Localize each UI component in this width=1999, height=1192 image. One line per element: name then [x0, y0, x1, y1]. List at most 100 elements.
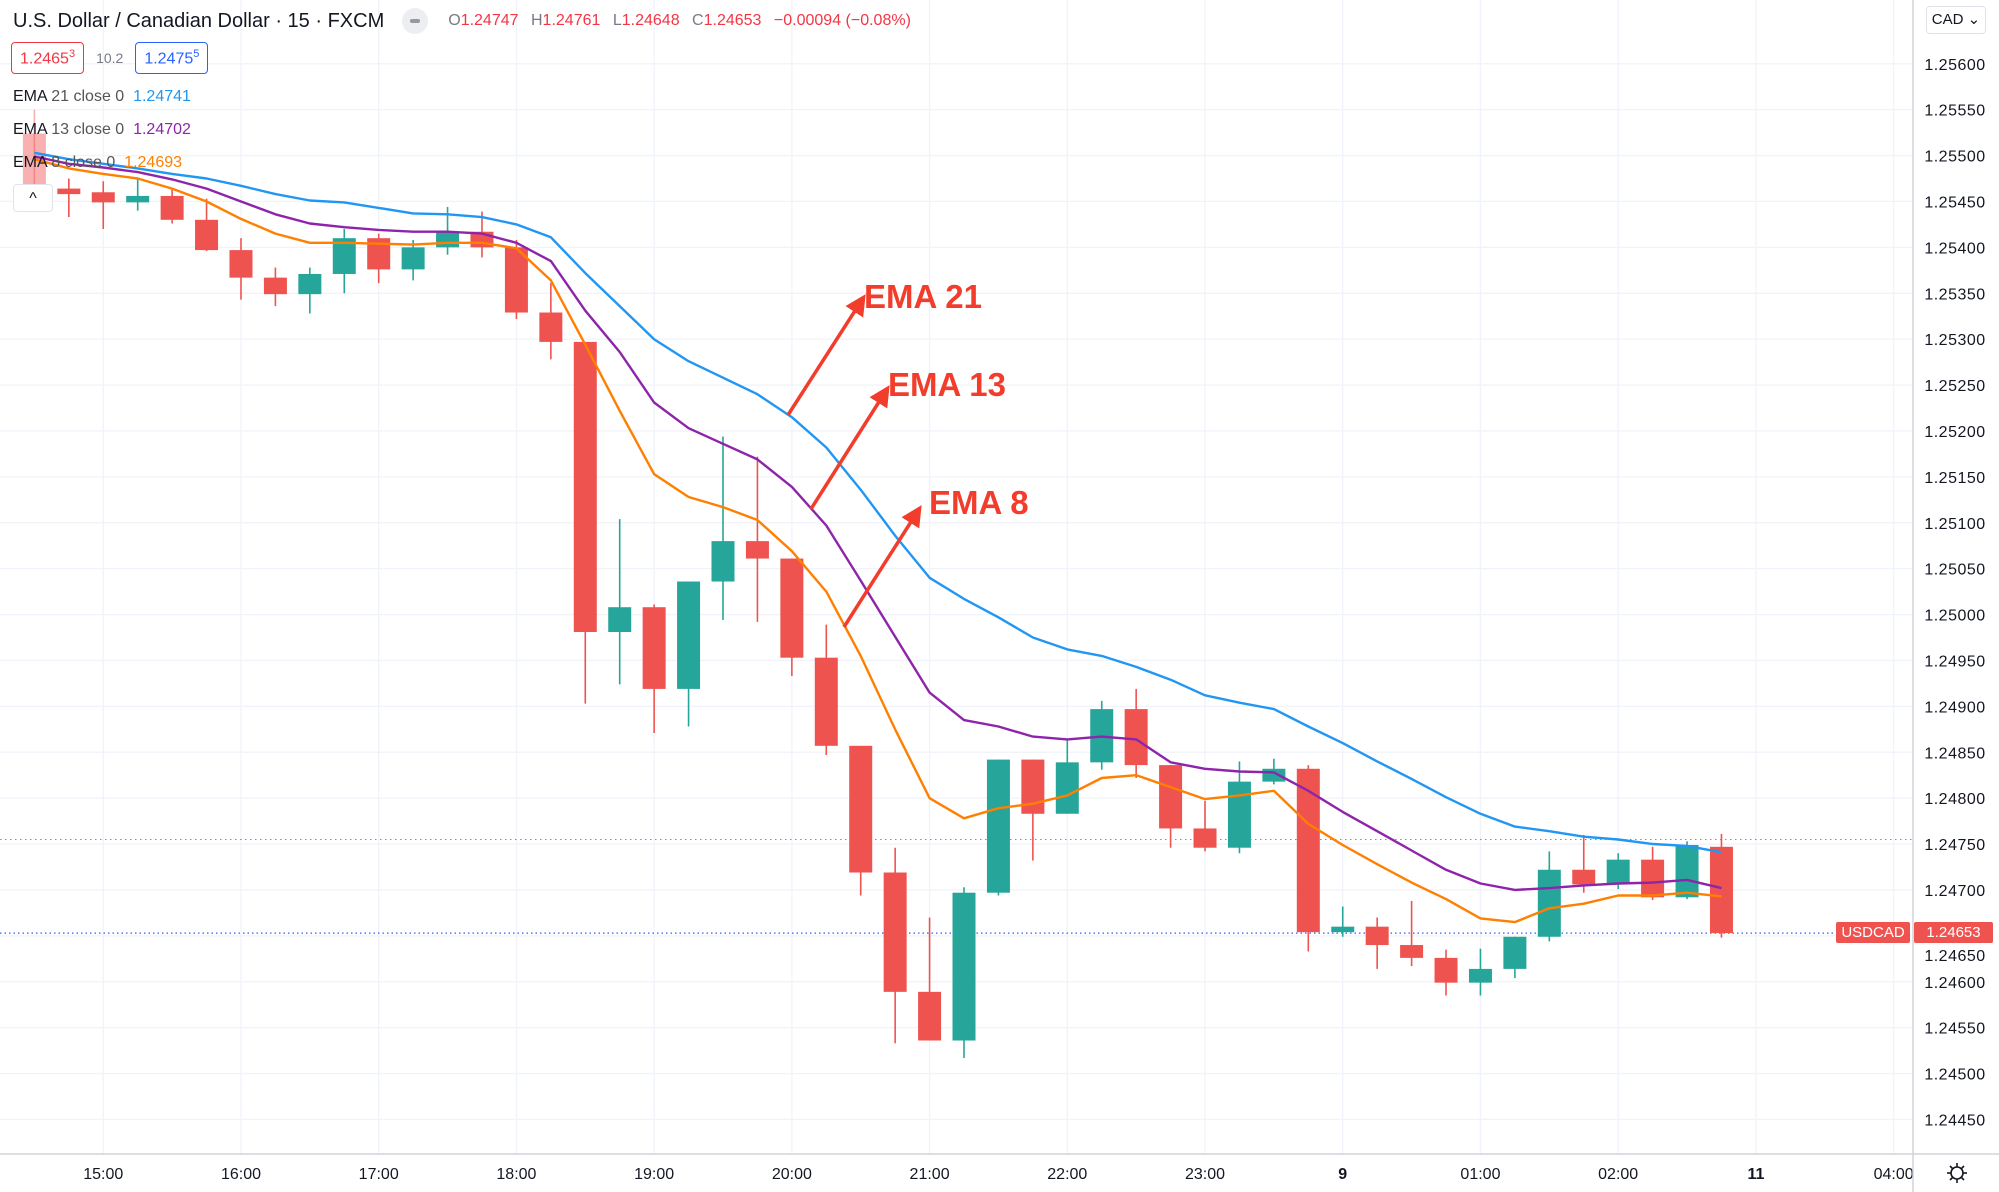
candle-up: [401, 247, 425, 270]
candle-down: [367, 238, 391, 270]
candle-down: [160, 195, 184, 220]
candle-up: [1675, 844, 1699, 898]
sell-price-pip: 3: [68, 48, 76, 60]
annotation-arrow: [842, 505, 922, 628]
candle-down: [642, 607, 666, 689]
price-lines: [0, 838, 1913, 934]
y-tick-label: 1.24800: [1924, 791, 1985, 808]
candle-down: [814, 657, 838, 746]
x-tick-label: 20:00: [772, 1166, 812, 1183]
annotation-arrow: [809, 385, 890, 510]
y-tick-label: 1.25000: [1924, 608, 1985, 625]
y-tick-label: 1.24550: [1924, 1021, 1985, 1038]
candle-down: [1709, 846, 1733, 934]
x-tick-label: 9: [1338, 1166, 1347, 1183]
x-tick-label: 18:00: [496, 1166, 536, 1183]
legend-value: 1.24741: [133, 88, 191, 105]
legend-value: 1.24702: [133, 121, 191, 138]
candle-up: [608, 607, 632, 632]
annotation-label: EMA 21: [864, 278, 982, 315]
x-tick-label: 23:00: [1185, 1166, 1225, 1183]
high-label: H: [530, 12, 543, 29]
candle-down: [1572, 869, 1596, 885]
legend-ema-13[interactable]: EMA 13 close 0 1.24702: [13, 121, 191, 139]
buy-button[interactable]: 1.24755: [135, 42, 209, 75]
y-tick-label: 1.24450: [1924, 1112, 1985, 1129]
candle-up: [436, 231, 460, 248]
buy-price: 1.2475: [144, 50, 194, 68]
symbol-title[interactable]: U.S. Dollar / Canadian Dollar · 15 · FXC…: [13, 9, 385, 32]
currency-label: CAD: [1931, 11, 1964, 28]
collapse-legend-button[interactable]: ^: [13, 184, 53, 212]
candle-down: [263, 277, 287, 295]
candle-down: [1641, 859, 1665, 898]
candle-up: [952, 892, 976, 1041]
low-label: L: [612, 12, 622, 29]
candle-down: [573, 341, 597, 632]
y-tick-label: 1.25050: [1924, 562, 1985, 579]
trade-buttons: 1.24653 10.2 1.24755: [11, 42, 209, 75]
y-tick-label: 1.25250: [1924, 378, 1985, 395]
annotation-arrow: [786, 294, 866, 416]
candle-down: [57, 188, 81, 195]
candle-up: [711, 541, 735, 582]
symbol-tag: USDCAD: [1836, 922, 1910, 943]
y-tick-label: 1.25500: [1924, 149, 1985, 166]
candle-down: [745, 541, 769, 559]
candle-down: [1021, 759, 1045, 814]
close-label: C: [692, 12, 704, 29]
y-tick-label: 1.24500: [1924, 1067, 1985, 1084]
last-price-tag: 1.24653: [1914, 922, 1993, 943]
x-tick-label: 02:00: [1598, 1166, 1638, 1183]
legend-label: EMA: [13, 154, 47, 171]
x-tick-label: 15:00: [83, 1166, 123, 1183]
x-tick-label: 17:00: [359, 1166, 399, 1183]
candle-down: [1434, 957, 1458, 983]
change-value: −0.00094 (−0.08%): [773, 12, 911, 29]
x-tick-label: 01:00: [1460, 1166, 1500, 1183]
y-tick-label: 1.24950: [1924, 653, 1985, 670]
legend-value: 1.24693: [124, 154, 183, 171]
candle-down: [1124, 709, 1148, 766]
open-label: O: [448, 12, 461, 29]
sell-button[interactable]: 1.24653: [11, 42, 85, 75]
chart-header: U.S. Dollar / Canadian Dollar · 15 · FXC…: [13, 8, 919, 34]
high-value: 1.24761: [542, 12, 601, 29]
y-tick-label: 1.25550: [1924, 103, 1985, 120]
candle-up: [298, 273, 322, 295]
candle-up: [332, 238, 356, 274]
candle-down: [1159, 765, 1183, 829]
spread-value: 10.2: [96, 50, 124, 67]
y-tick-label: 1.24750: [1924, 837, 1985, 854]
x-tick-label: 11: [1747, 1166, 1764, 1183]
candle-up: [1262, 768, 1286, 782]
candle-down: [229, 250, 253, 278]
y-tick-label: 1.25400: [1924, 240, 1985, 257]
sell-price: 1.2465: [20, 50, 69, 68]
open-value: 1.24747: [460, 12, 519, 29]
currency-button[interactable]: CAD ⌄: [1926, 6, 1986, 34]
candle-down: [195, 219, 219, 251]
ema-line-ema-21: [34, 151, 1722, 854]
y-tick-label: 1.24850: [1924, 745, 1985, 762]
x-tick-label: 22:00: [1047, 1166, 1087, 1183]
y-tick-label: 1.24650: [1924, 948, 1985, 965]
ohlc-readout: O1.24747 H1.24761 L1.24648 C1.24653 −0.0…: [448, 12, 919, 30]
y-tick-label: 1.25450: [1924, 194, 1985, 211]
legend-ema-8[interactable]: EMA 8 close 0 1.24693: [13, 154, 182, 172]
y-tick-label: 1.25600: [1924, 57, 1985, 74]
y-tick-label: 1.25350: [1924, 286, 1985, 303]
candle-up: [677, 581, 701, 689]
market-status-icon[interactable]: [402, 8, 429, 34]
y-tick-label: 1.24900: [1924, 699, 1985, 716]
candle-down: [883, 872, 907, 992]
gear-icon[interactable]: [1944, 1160, 1970, 1186]
candle-up: [1055, 762, 1079, 814]
candle-down: [918, 991, 942, 1041]
x-tick-label: 04:00: [1874, 1166, 1914, 1183]
candle-up: [1537, 869, 1561, 937]
y-tick-label: 1.24700: [1924, 883, 1985, 900]
candle-down: [91, 192, 115, 203]
legend-ema-21[interactable]: EMA 21 close 0 1.24741: [13, 88, 191, 106]
